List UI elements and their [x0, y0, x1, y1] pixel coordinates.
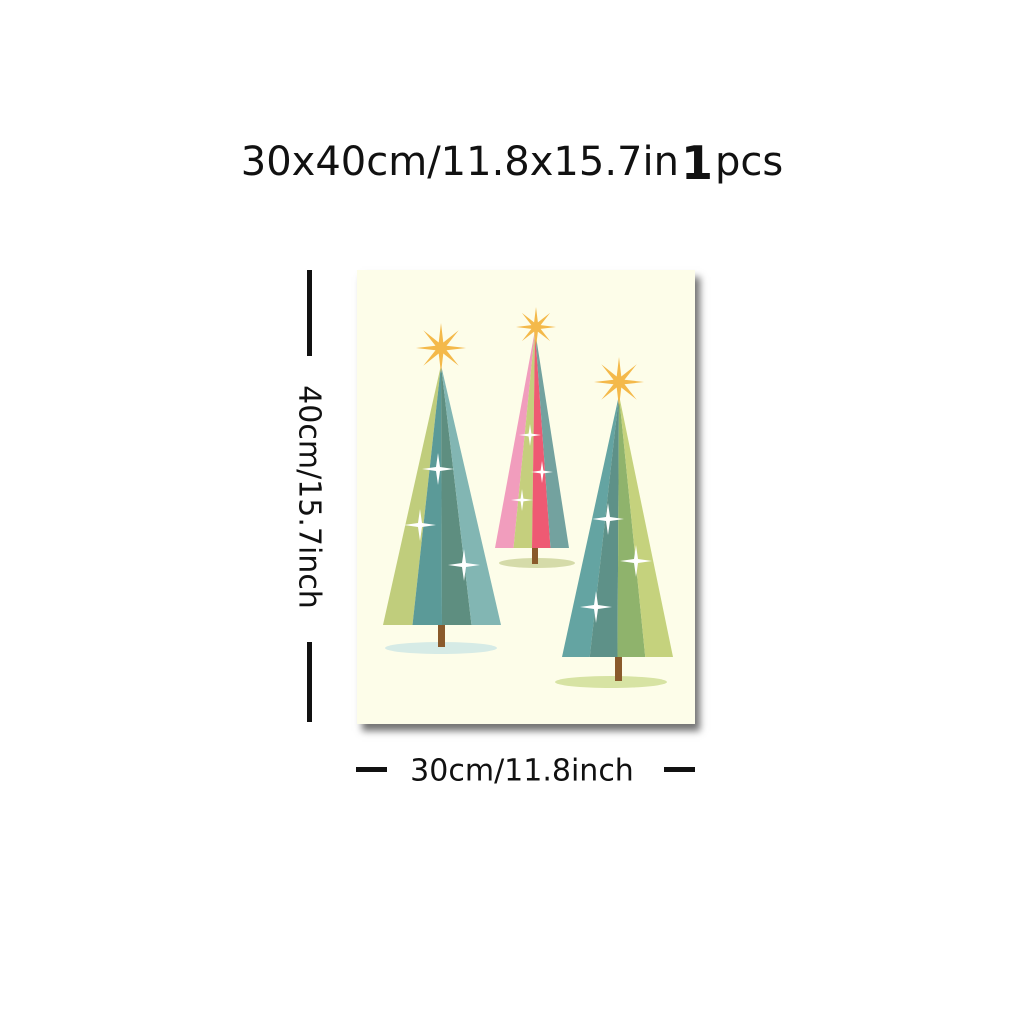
canvas-print [357, 270, 695, 724]
height-dimension-label: 40cm/15.7inch [291, 385, 327, 609]
left-tree-stripe [441, 365, 501, 625]
sparkle-icon [523, 428, 537, 442]
sparkle-icon [627, 552, 645, 570]
width-dimension-label: 30cm/11.8inch [410, 753, 634, 789]
sparkle-icon [515, 493, 529, 507]
middle-tree-stripe [532, 330, 551, 548]
left-tree-stripe [383, 365, 441, 625]
middle-tree-stripe [513, 330, 535, 548]
middle-tree-star-icon [516, 307, 556, 347]
sparkle-icon [587, 598, 605, 616]
middle-tree-stripe [495, 330, 535, 548]
christmas-trees-artwork [383, 307, 673, 688]
product-size-title: 30x40cm/11.8x15.7in1pcs [0, 136, 1024, 190]
sparkle-icon [411, 516, 429, 534]
middle-tree-trunk [532, 548, 538, 564]
right-tree-stripe [562, 395, 619, 657]
sparkle-icon [455, 556, 473, 574]
left-tree-ground-shadow [385, 642, 497, 654]
sparkle-icon [599, 510, 617, 528]
middle-tree-stripe [535, 330, 569, 548]
size-text: 30x40cm/11.8x15.7in [240, 139, 679, 185]
sparkle-icon [429, 460, 447, 478]
height-dimension-line-bottom [307, 642, 312, 722]
quantity-unit: pcs [714, 139, 784, 185]
height-dimension-line-top [307, 270, 312, 356]
left-tree-star-icon [416, 323, 466, 373]
right-tree-ground-shadow [555, 676, 667, 688]
left-tree-stripe [412, 365, 442, 625]
sparkle-icon [535, 465, 549, 479]
right-tree-stripe [619, 395, 673, 657]
left-tree-trunk [438, 625, 445, 647]
right-tree-stripe [589, 395, 619, 657]
quantity-number: 1 [680, 136, 713, 190]
width-dimension-line-right [664, 767, 695, 772]
right-tree-stripe [617, 395, 646, 657]
width-dimension-line-left [356, 767, 387, 772]
right-tree-star-icon [594, 357, 644, 407]
right-tree-trunk [615, 657, 622, 681]
